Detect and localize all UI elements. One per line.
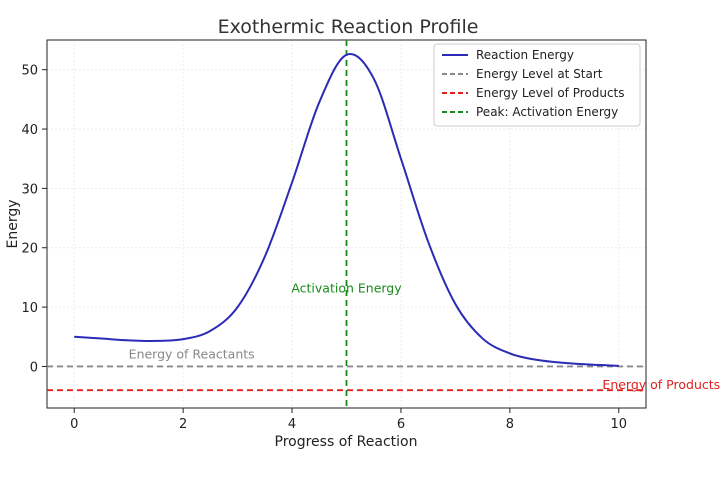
y-axis-ticks: 0 10 20 30 40 50 — [21, 64, 47, 375]
y-tick-label: 40 — [21, 123, 38, 138]
annotation-label: Activation Energy — [291, 280, 402, 295]
x-tick-label: 0 — [70, 417, 78, 432]
y-tick-label: 30 — [21, 182, 38, 197]
x-tick-label: 10 — [610, 417, 627, 432]
legend-entry: Reaction Energy — [476, 48, 574, 62]
legend-entry: Energy Level of Products — [476, 86, 625, 100]
y-tick-label: 10 — [21, 301, 38, 316]
y-axis-label: Energy — [5, 199, 21, 248]
y-tick-label: 20 — [21, 242, 38, 257]
y-tick-label: 0 — [30, 360, 38, 375]
legend: Reaction Energy Energy Level at Start Ener… — [433, 43, 641, 127]
legend-entry: Energy Level at Start — [476, 67, 603, 81]
annotation-label: Energy of Reactants — [129, 347, 255, 362]
chart-title: Exothermic Reaction Profile — [218, 16, 479, 38]
annotation-label: Energy of Products — [602, 377, 720, 392]
x-axis-label: Progress of Reaction — [275, 434, 418, 450]
x-tick-label: 6 — [397, 417, 405, 432]
reference-lines — [47, 40, 646, 408]
legend-entry: Peak: Activation Energy — [476, 105, 618, 119]
y-tick-label: 50 — [21, 64, 38, 79]
x-axis-ticks: 0 2 4 6 8 10 — [70, 408, 627, 432]
x-tick-label: 2 — [179, 417, 187, 432]
x-tick-label: 4 — [288, 417, 296, 432]
legend-box — [433, 43, 641, 127]
x-tick-label: 8 — [506, 417, 514, 432]
series-line-reaction-energy — [74, 53, 619, 367]
annotations: Activation Energy Energy of Reactants Ener… — [129, 280, 720, 392]
